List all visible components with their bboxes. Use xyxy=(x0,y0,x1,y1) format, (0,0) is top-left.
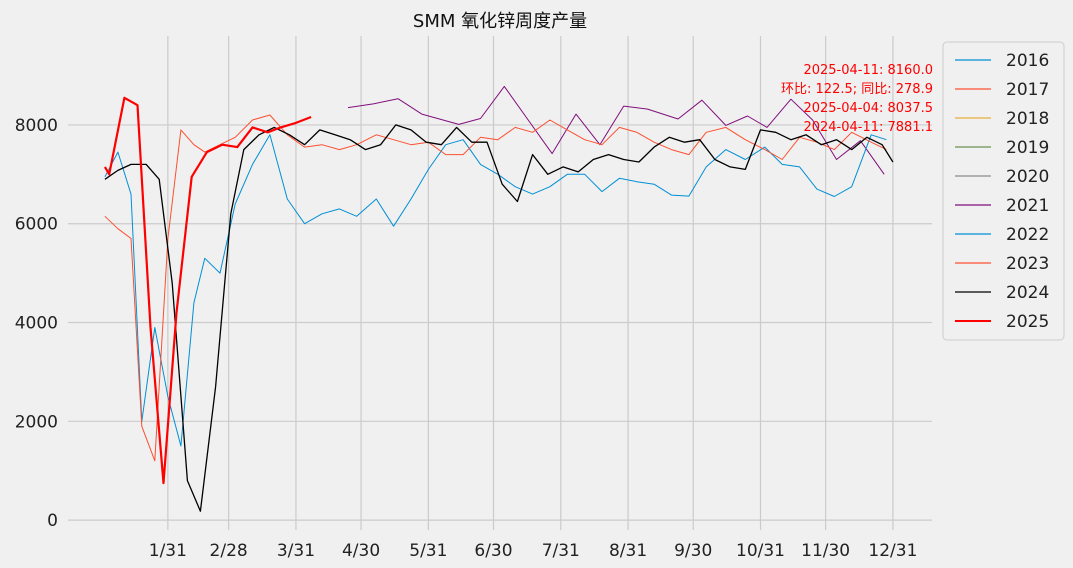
x-tick-label: 6/30 xyxy=(474,541,512,561)
y-tick-label: 6000 xyxy=(15,215,58,235)
annotation-1: 环比: 122.5; 同比: 278.9 xyxy=(781,82,933,97)
legend-label-2025: 2025 xyxy=(1006,312,1049,332)
x-tick-label: 1/31 xyxy=(149,541,187,561)
x-tick-label: 7/31 xyxy=(542,541,580,561)
x-tick-label: 3/31 xyxy=(277,541,315,561)
annotation-0: 2025-04-11: 8160.0 xyxy=(803,63,933,78)
series-layer xyxy=(103,85,894,512)
y-tick-label: 4000 xyxy=(15,314,58,334)
legend-label-2016: 2016 xyxy=(1006,51,1049,71)
legend-label-2018: 2018 xyxy=(1006,109,1049,129)
legend-label-2020: 2020 xyxy=(1006,167,1049,187)
x-tick-label: 11/30 xyxy=(801,541,850,561)
legend-label-2023: 2023 xyxy=(1006,254,1049,274)
y-tick-label: 2000 xyxy=(15,412,58,432)
series-line-2025 xyxy=(103,96,312,485)
x-tick-label: 10/31 xyxy=(736,541,785,561)
legend-label-2021: 2021 xyxy=(1006,196,1049,216)
series-line-2024 xyxy=(104,124,894,512)
x-tick-label: 12/31 xyxy=(868,541,917,561)
y-tick-label: 8000 xyxy=(15,116,58,136)
annotation-2: 2025-04-04: 8037.5 xyxy=(803,101,933,116)
legend: 2016 2017 2018 2019 2020 2021 2022 2023 2024 2025 xyxy=(942,41,1065,341)
x-tick-label: 2/28 xyxy=(210,541,248,561)
grid-layer xyxy=(68,36,932,530)
legend-label-2019: 2019 xyxy=(1006,138,1049,158)
series-line-2021 xyxy=(347,85,885,175)
series-line-2023 xyxy=(104,114,887,462)
chart-title: SMM 氧化锌周度产量 xyxy=(413,11,587,32)
legend-label-2022: 2022 xyxy=(1006,225,1049,245)
legend-label-2017: 2017 xyxy=(1006,80,1049,100)
x-tick-label: 4/30 xyxy=(342,541,380,561)
y-tick-label: 0 xyxy=(47,511,58,531)
legend-label-2024: 2024 xyxy=(1006,283,1049,303)
x-tick-label: 5/31 xyxy=(409,541,447,561)
x-tick-label: 8/31 xyxy=(609,541,647,561)
axis-layer: 0 2000 4000 6000 8000 1/31 2/28 3/31 4/30 5/31 6/3… xyxy=(15,116,918,561)
x-tick-label: 9/30 xyxy=(674,541,712,561)
series-line-2022 xyxy=(104,134,887,447)
legend-box xyxy=(942,41,1065,341)
annotation-layer: 2025-04-11: 8160.0 环比: 122.5; 同比: 278.9 20… xyxy=(781,63,933,135)
annotation-3: 2024-04-11: 7881.1 xyxy=(803,120,933,135)
